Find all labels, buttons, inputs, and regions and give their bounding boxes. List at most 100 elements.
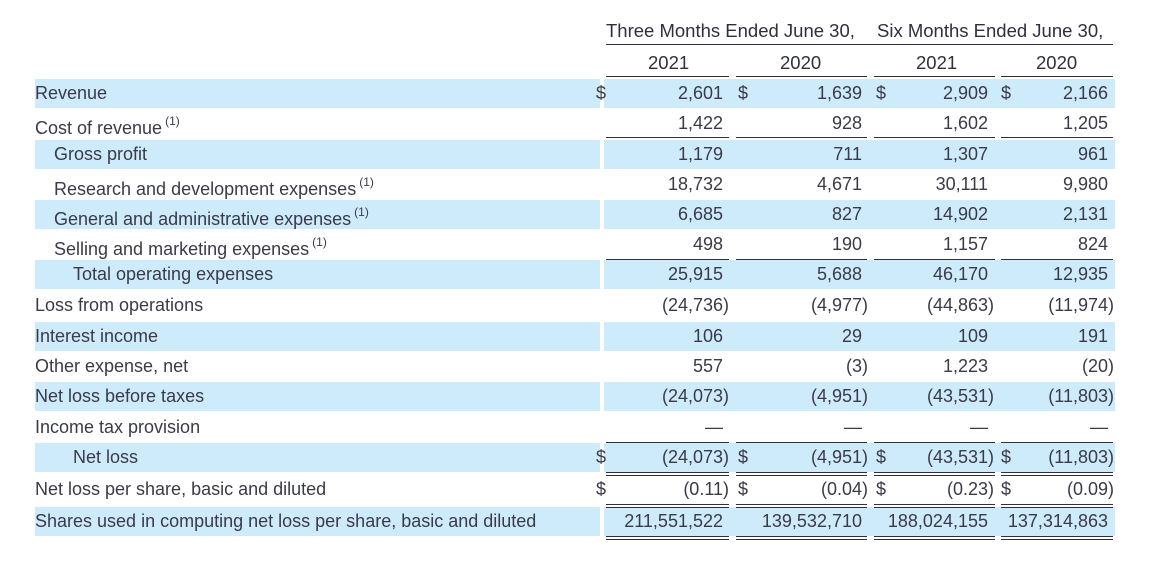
currency-symbol: $ bbox=[876, 447, 887, 467]
table-cell: 498 bbox=[692, 234, 723, 254]
table-cell: 46,170 bbox=[932, 264, 988, 284]
subtotal-underline bbox=[874, 442, 995, 443]
total-double-underline bbox=[1001, 472, 1113, 476]
row-highlight bbox=[35, 79, 600, 108]
footnote-marker: (1) bbox=[165, 114, 180, 128]
table-cell: 188,024,155 bbox=[887, 511, 988, 531]
table-cell: 1,179 bbox=[677, 144, 723, 164]
row-label-text: Loss from operations bbox=[35, 295, 204, 315]
table-row: Cost of revenue (1) 1,422 928 1,602 1,205 bbox=[0, 108, 1155, 138]
table-cell: 14,902 bbox=[932, 204, 988, 224]
year-underline-4 bbox=[1001, 76, 1113, 77]
table-cell: (11,974) bbox=[1048, 295, 1114, 315]
row-label: Gross profit bbox=[54, 143, 147, 165]
header-underline bbox=[606, 44, 1113, 45]
row-label: General and administrative expenses (1) bbox=[54, 203, 369, 230]
table-cell: — bbox=[705, 417, 723, 437]
row-highlight bbox=[604, 200, 1115, 229]
subtotal-underline bbox=[874, 259, 995, 260]
header-three-months: Three Months Ended June 30, bbox=[606, 20, 855, 41]
row-highlight bbox=[35, 443, 600, 472]
table-cell: (0.11) bbox=[683, 479, 729, 499]
total-double-underline bbox=[874, 504, 995, 508]
table-cell: 4,671 bbox=[816, 174, 862, 194]
table-cell: 2,166 bbox=[1062, 83, 1108, 103]
table-cell: 1,602 bbox=[942, 113, 988, 133]
table-cell: 824 bbox=[1077, 234, 1108, 254]
table-cell: (24,736) bbox=[661, 295, 729, 315]
row-label-text: Research and development expenses bbox=[54, 179, 357, 199]
table-cell: 6,685 bbox=[677, 204, 723, 224]
table-row: Shares used in computing net loss per sh… bbox=[0, 506, 1155, 536]
table-cell: 961 bbox=[1077, 144, 1108, 164]
subtotal-underline bbox=[1001, 259, 1113, 260]
table-cell: 106 bbox=[692, 326, 723, 346]
row-label-text: Interest income bbox=[35, 326, 159, 346]
row-highlight bbox=[604, 507, 1115, 536]
table-cell: — bbox=[970, 417, 988, 437]
year-header-2: 2020 bbox=[780, 52, 822, 73]
subtotal-underline bbox=[1001, 137, 1113, 138]
row-highlight bbox=[35, 322, 600, 351]
currency-symbol: $ bbox=[596, 83, 607, 103]
table-cell: (44,863) bbox=[926, 295, 994, 315]
row-highlight bbox=[604, 322, 1115, 351]
footnote-marker: (1) bbox=[312, 235, 327, 249]
currency-symbol: $ bbox=[876, 83, 887, 103]
row-label-text: Net loss per share, basic and diluted bbox=[35, 479, 327, 499]
row-label-text: Net loss before taxes bbox=[35, 386, 205, 406]
table-cell: 9,980 bbox=[1062, 174, 1108, 194]
table-cell: 2,131 bbox=[1062, 204, 1108, 224]
table-cell: 25,915 bbox=[667, 264, 723, 284]
row-label-text: Selling and marketing expenses bbox=[54, 239, 310, 259]
table-cell: (0.04) bbox=[820, 479, 868, 499]
currency-symbol: $ bbox=[738, 447, 749, 467]
row-label-text: Gross profit bbox=[54, 144, 148, 164]
row-label: Total operating expenses bbox=[73, 263, 273, 285]
currency-symbol: $ bbox=[738, 479, 749, 499]
table-cell: (24,073) bbox=[661, 386, 729, 406]
table-cell: 2,601 bbox=[677, 83, 723, 103]
total-double-underline bbox=[606, 536, 729, 540]
year-header-1: 2021 bbox=[648, 52, 690, 73]
total-double-underline bbox=[736, 504, 867, 508]
table-cell: 1,205 bbox=[1062, 113, 1108, 133]
table-row: Net loss $ (24,073) $ (4,951) $ (43,531) $ (11,8… bbox=[0, 442, 1155, 472]
row-label-text: Total operating expenses bbox=[73, 264, 274, 284]
subtotal-underline bbox=[606, 137, 729, 138]
currency-symbol: $ bbox=[1001, 447, 1012, 467]
row-label: Net loss before taxes bbox=[35, 385, 204, 407]
row-highlight bbox=[604, 79, 1115, 108]
table-cell: (4,951) bbox=[810, 386, 868, 406]
subtotal-underline bbox=[606, 442, 729, 443]
table-cell: 827 bbox=[831, 204, 862, 224]
row-highlight bbox=[35, 507, 600, 536]
row-label: Revenue bbox=[35, 82, 107, 104]
table-cell: 18,732 bbox=[667, 174, 723, 194]
table-cell: (43,531) bbox=[926, 447, 994, 467]
total-double-underline bbox=[606, 472, 729, 476]
subtotal-underline bbox=[606, 259, 729, 260]
row-label: Income tax provision bbox=[35, 416, 200, 438]
total-double-underline bbox=[736, 536, 867, 540]
year-header-3: 2021 bbox=[916, 52, 958, 73]
currency-symbol: $ bbox=[596, 479, 607, 499]
table-cell: (3) bbox=[846, 356, 868, 376]
table-cell: 711 bbox=[833, 144, 862, 164]
table-cell: 928 bbox=[831, 113, 862, 133]
total-double-underline bbox=[874, 536, 995, 540]
table-cell: (20) bbox=[1081, 356, 1114, 376]
table-cell: (4,951) bbox=[810, 447, 868, 467]
table-cell: 1,223 bbox=[942, 356, 988, 376]
table-row: Gross profit 1,179 711 1,307 961 bbox=[0, 139, 1155, 169]
row-label-text: Income tax provision bbox=[35, 417, 201, 437]
table-cell: — bbox=[1090, 417, 1108, 437]
table-row: Selling and marketing expenses (1) 498 190 1… bbox=[0, 229, 1155, 259]
table-row: Net loss per share, basic and diluted $ (0… bbox=[0, 474, 1155, 502]
row-label: Net loss per share, basic and diluted bbox=[35, 478, 326, 500]
table-cell: 1,307 bbox=[942, 144, 988, 164]
table-row: Interest income 106 29 109 191 bbox=[0, 321, 1155, 351]
subtotal-underline bbox=[736, 259, 867, 260]
row-label: Shares used in computing net loss per sh… bbox=[35, 510, 536, 532]
total-double-underline bbox=[1001, 536, 1113, 540]
